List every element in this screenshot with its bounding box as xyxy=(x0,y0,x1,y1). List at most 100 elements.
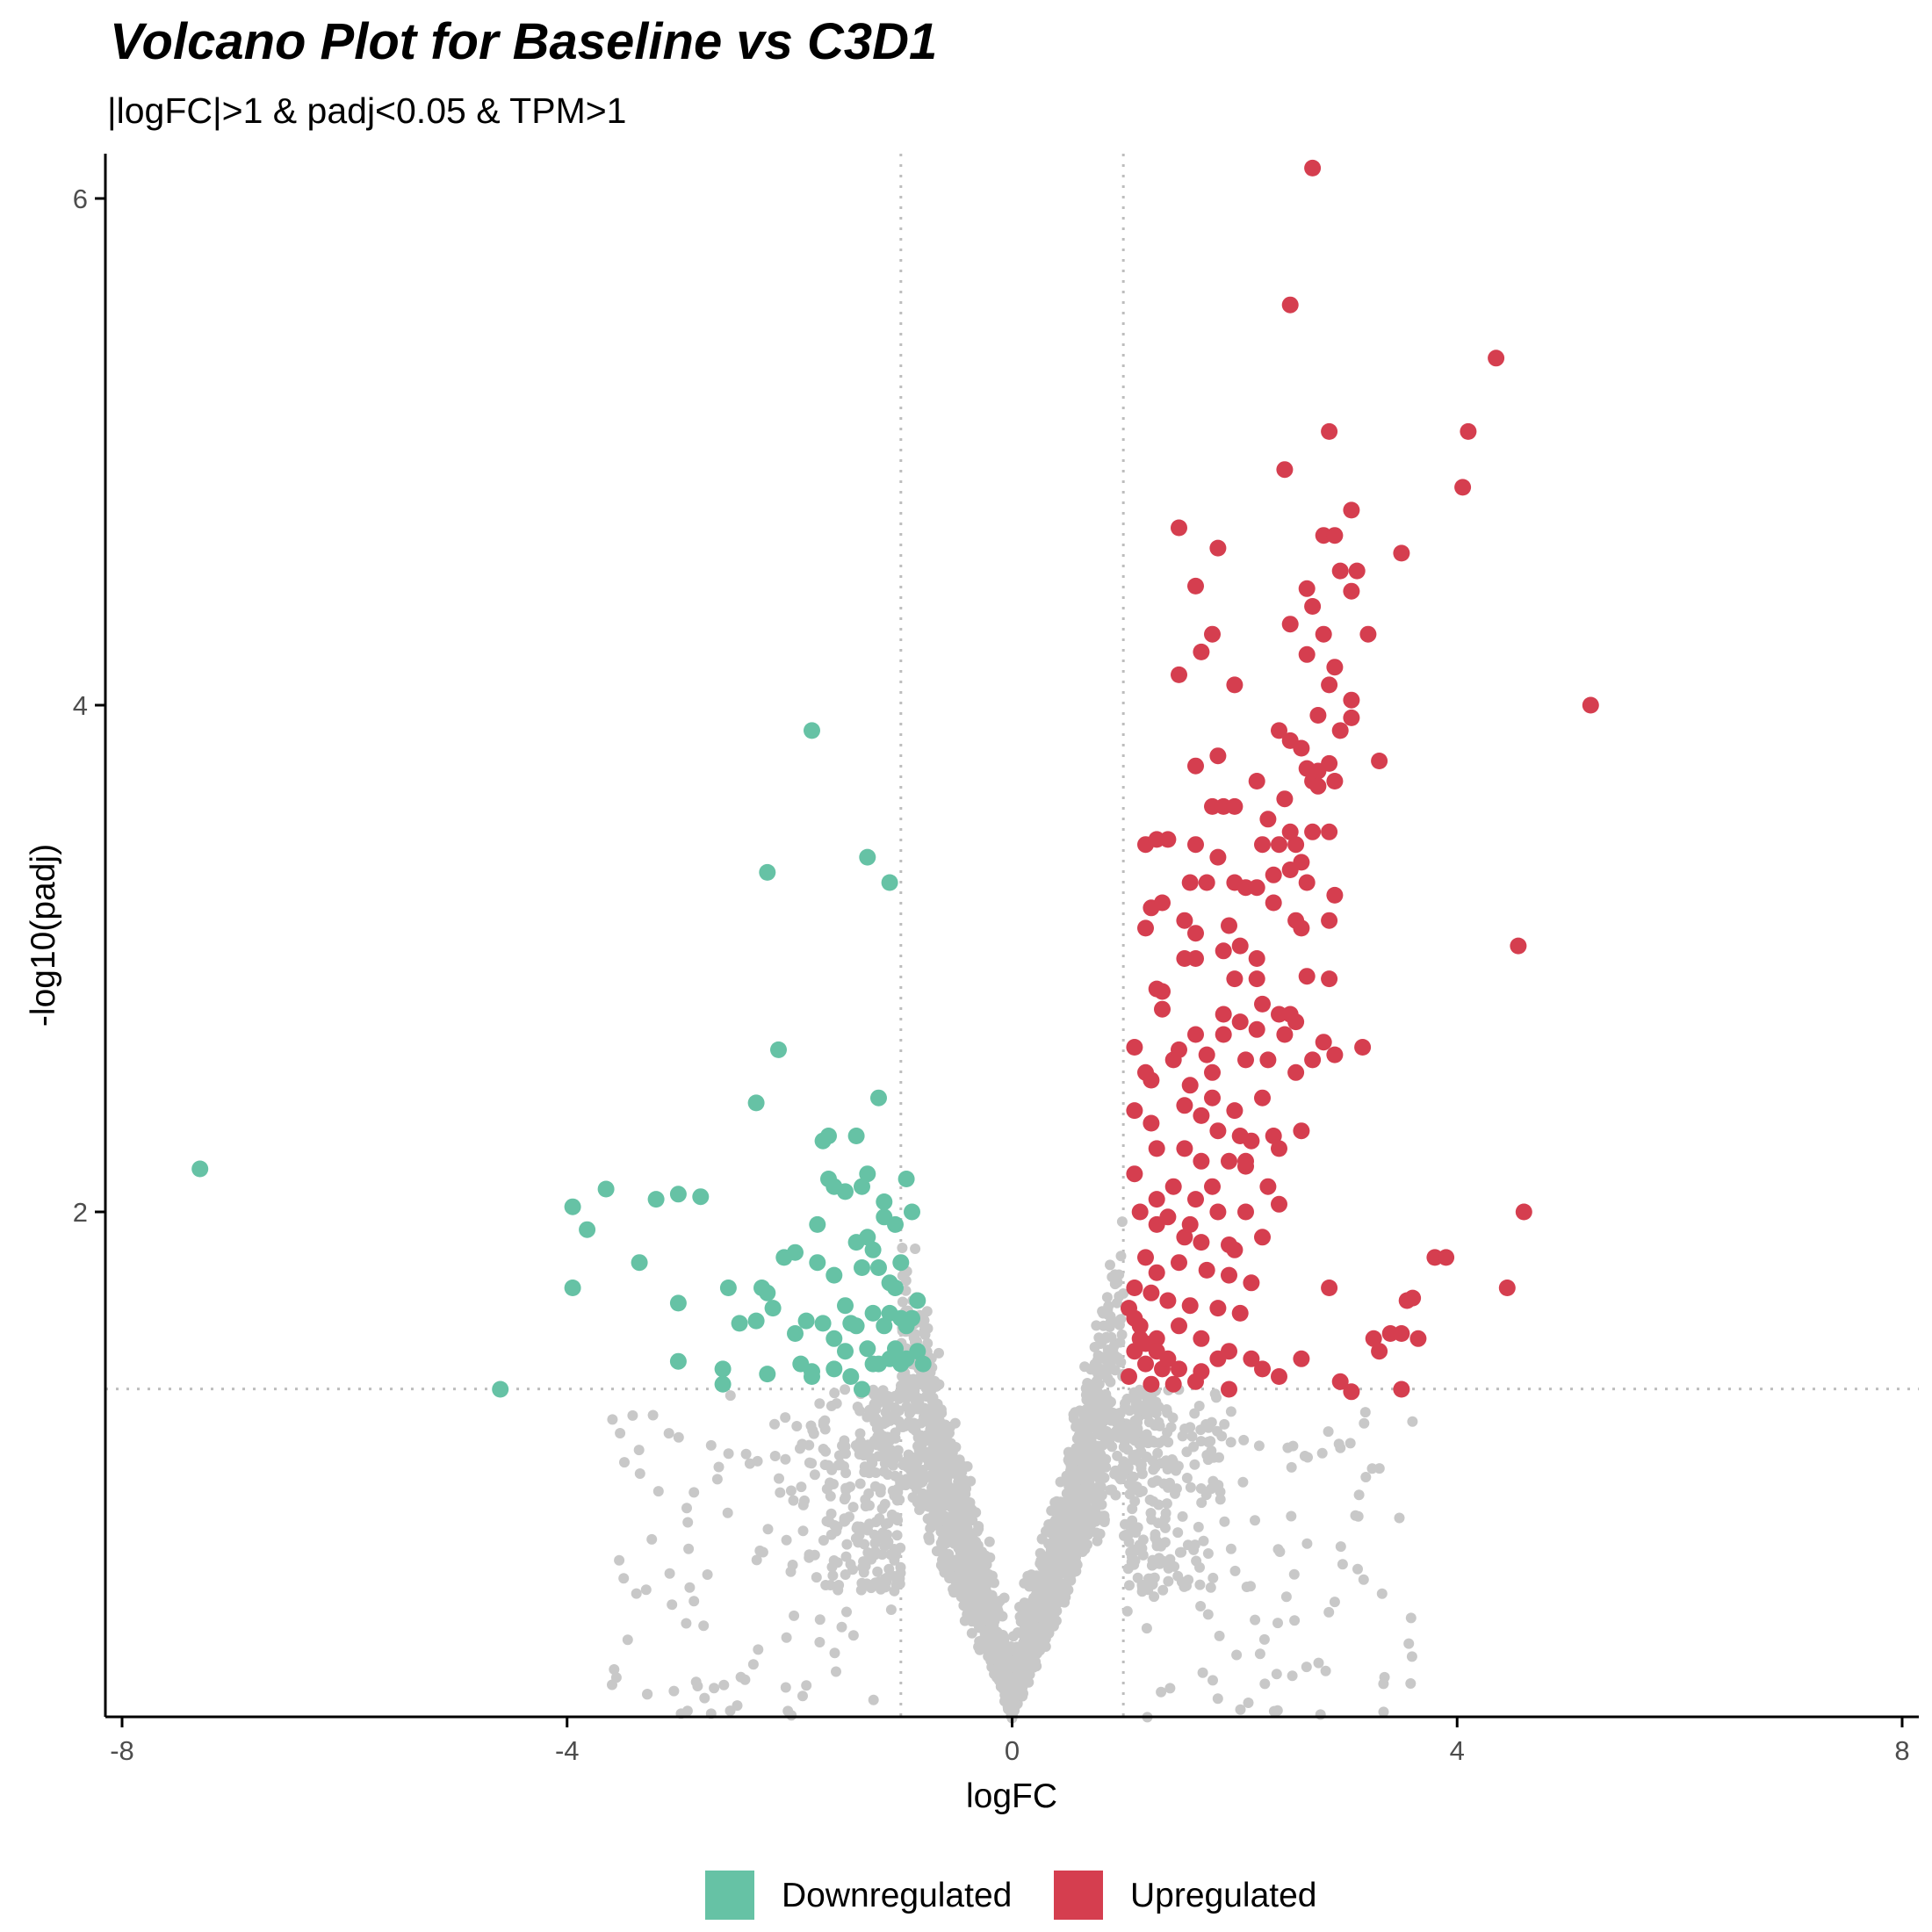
not-significant-point xyxy=(836,1621,847,1633)
not-significant-point xyxy=(924,1534,935,1546)
upregulated-point xyxy=(1321,912,1338,929)
not-significant-point xyxy=(858,1567,869,1578)
not-significant-point xyxy=(1128,1523,1139,1534)
downregulated-point xyxy=(719,1280,737,1296)
not-significant-point xyxy=(1161,1498,1172,1510)
upregulated-point xyxy=(1259,811,1277,828)
x-tick-label: 4 xyxy=(1450,1735,1465,1766)
not-significant-point xyxy=(619,1457,630,1468)
upregulated-point xyxy=(1259,1178,1277,1195)
not-significant-point xyxy=(889,1571,900,1582)
y-axis-ticks: 2 4 6 xyxy=(73,184,105,1228)
downregulated-point xyxy=(854,1259,870,1276)
upregulated-point xyxy=(1265,866,1282,883)
upregulated-point xyxy=(1193,1152,1210,1170)
upregulated-point xyxy=(1209,1203,1227,1221)
not-significant-point xyxy=(1116,1329,1128,1340)
upregulated-point xyxy=(1293,739,1310,757)
not-significant-point xyxy=(1301,1662,1312,1673)
not-significant-point xyxy=(996,1657,1007,1669)
not-significant-point xyxy=(1110,1489,1121,1501)
upregulated-point xyxy=(1248,950,1265,967)
chart-title: Volcano Plot for Baseline vs C3D1 xyxy=(110,13,937,70)
not-significant-point xyxy=(1124,1580,1135,1591)
upregulated-point xyxy=(1126,1039,1143,1056)
not-significant-point xyxy=(1163,1575,1174,1587)
not-significant-point xyxy=(1394,1512,1405,1524)
upregulated-point xyxy=(1343,501,1360,519)
not-significant-point xyxy=(1099,1517,1110,1527)
not-significant-point xyxy=(956,1467,968,1478)
not-significant-point xyxy=(1407,1416,1418,1427)
not-significant-point xyxy=(1195,1483,1207,1494)
not-significant-point xyxy=(966,1627,977,1639)
not-significant-point xyxy=(1157,1584,1169,1596)
not-significant-point xyxy=(1250,1614,1261,1626)
not-significant-point xyxy=(973,1620,984,1632)
not-significant-point xyxy=(831,1525,842,1537)
not-significant-point xyxy=(1129,1449,1141,1460)
not-significant-point xyxy=(879,1498,890,1510)
downregulated-point xyxy=(564,1280,581,1296)
not-significant-point xyxy=(1035,1633,1046,1644)
not-significant-point xyxy=(1081,1445,1092,1456)
not-significant-point xyxy=(819,1415,831,1426)
upregulated-point xyxy=(1176,950,1193,967)
y-tick-label: 2 xyxy=(73,1197,88,1228)
not-significant-point xyxy=(618,1573,630,1584)
not-significant-point xyxy=(880,1394,891,1405)
not-significant-point xyxy=(747,1659,759,1670)
upregulated-point xyxy=(1154,1000,1171,1018)
not-significant-point xyxy=(1114,1408,1125,1419)
not-significant-point xyxy=(934,1347,944,1359)
not-significant-point xyxy=(890,1414,902,1425)
not-significant-point xyxy=(1272,1618,1283,1629)
not-significant-point xyxy=(804,1549,815,1561)
not-significant-point xyxy=(1098,1425,1109,1437)
not-significant-point xyxy=(1197,1667,1208,1678)
not-significant-point xyxy=(698,1620,710,1632)
downregulated-point xyxy=(579,1221,596,1238)
not-significant-point xyxy=(1020,1629,1032,1640)
upregulated-point xyxy=(1343,691,1360,709)
not-significant-point xyxy=(859,1467,870,1478)
not-significant-point xyxy=(711,1474,723,1485)
not-significant-point xyxy=(814,1614,825,1626)
upregulated-point xyxy=(1231,1304,1249,1322)
upregulated-point xyxy=(1276,1026,1294,1043)
upregulated-point xyxy=(1276,461,1294,479)
not-significant-point xyxy=(774,1473,784,1484)
downregulated-point xyxy=(859,1340,876,1358)
not-significant-point xyxy=(1024,1581,1035,1592)
upregulated-point xyxy=(1304,159,1322,177)
upregulated-point xyxy=(1164,1375,1182,1393)
not-significant-point xyxy=(1258,1633,1270,1645)
not-significant-point xyxy=(1114,1291,1125,1302)
not-significant-point xyxy=(1086,1466,1098,1477)
upregulated-point xyxy=(1498,1280,1516,1296)
not-significant-point xyxy=(912,1496,923,1508)
upregulated-point xyxy=(1271,722,1287,739)
not-significant-point xyxy=(718,1679,730,1690)
not-significant-point xyxy=(1145,1508,1157,1518)
downregulated-point xyxy=(804,1363,820,1381)
upregulated-point xyxy=(1187,1026,1204,1043)
upregulated-point xyxy=(1159,1350,1177,1367)
not-significant-point xyxy=(1215,1494,1226,1505)
not-significant-point xyxy=(1153,1417,1164,1428)
not-significant-point xyxy=(751,1554,762,1566)
x-tick-label: 0 xyxy=(1005,1735,1020,1766)
upregulated-point xyxy=(1248,970,1265,988)
not-significant-point xyxy=(1080,1383,1092,1394)
upregulated-point xyxy=(1343,1383,1360,1401)
not-significant-point xyxy=(1379,1671,1390,1683)
not-significant-point xyxy=(652,1486,664,1497)
not-significant-point xyxy=(782,1705,794,1717)
not-significant-point xyxy=(769,1418,780,1430)
upregulated-point xyxy=(1126,1165,1143,1183)
upregulated-point xyxy=(1248,1020,1265,1038)
upregulated-point xyxy=(1226,797,1244,815)
upregulated-point xyxy=(1371,753,1388,769)
not-significant-point xyxy=(862,1547,874,1558)
not-significant-point xyxy=(1337,1559,1348,1570)
